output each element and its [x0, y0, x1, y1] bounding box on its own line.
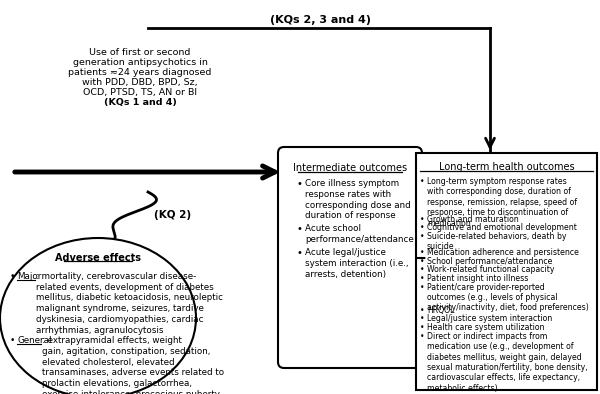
Ellipse shape: [0, 238, 196, 394]
Text: •: •: [420, 223, 425, 232]
Text: Medication adherence and persistence: Medication adherence and persistence: [427, 248, 579, 257]
Text: Acute legal/justice
system interaction (i.e.,
arrests, detention): Acute legal/justice system interaction (…: [305, 248, 409, 279]
Text: OCD, PTSD, TS, AN or BI: OCD, PTSD, TS, AN or BI: [83, 88, 197, 97]
Text: •: •: [420, 282, 425, 292]
Text: •: •: [420, 256, 425, 266]
Text: •: •: [10, 336, 16, 345]
Text: •: •: [296, 179, 302, 189]
Text: •: •: [420, 232, 425, 241]
Text: Growth and maturation: Growth and maturation: [427, 214, 519, 223]
FancyBboxPatch shape: [278, 147, 422, 368]
Text: Patient insight into illness: Patient insight into illness: [427, 274, 529, 283]
Text: Work-related functional capacity: Work-related functional capacity: [427, 265, 554, 274]
Text: patients ≂24 years diagnosed: patients ≂24 years diagnosed: [68, 68, 212, 77]
Text: (KQs 1 and 4): (KQs 1 and 4): [104, 98, 176, 107]
Text: •: •: [420, 323, 425, 332]
Text: (KQ 2): (KQ 2): [154, 210, 191, 220]
Text: •: •: [420, 332, 425, 341]
Text: Core illness symptom
response rates with
corresponding dose and
duration of resp: Core illness symptom response rates with…: [305, 179, 411, 220]
Text: •: •: [420, 265, 425, 274]
Bar: [416, 153, 597, 390]
Text: •: •: [420, 177, 425, 186]
Text: Cognitive and emotional development: Cognitive and emotional development: [427, 223, 577, 232]
Text: HRQOL: HRQOL: [427, 306, 454, 315]
Text: Intermediate outcomes: Intermediate outcomes: [293, 163, 407, 173]
Text: School performance/attendance: School performance/attendance: [427, 256, 553, 266]
Text: •: •: [296, 224, 302, 234]
Text: Long-term symptom response rates
with corresponding dose, duration of
response, : Long-term symptom response rates with co…: [427, 177, 577, 228]
Text: •: •: [420, 274, 425, 283]
Text: Use of first or second: Use of first or second: [89, 48, 191, 57]
Text: (KQs 2, 3 and 4): (KQs 2, 3 and 4): [269, 15, 371, 25]
Text: •: •: [420, 306, 425, 315]
Text: General: General: [17, 336, 52, 345]
Text: •: •: [10, 272, 16, 281]
Text: : extrapyramidal effects, weight
gain, agitation, constipation, sedation,
elevat: : extrapyramidal effects, weight gain, a…: [42, 336, 224, 394]
Text: generation antipsychotics in: generation antipsychotics in: [73, 58, 208, 67]
Text: Direct or indirect impacts from
medication use (e.g., development of
diabetes me: Direct or indirect impacts from medicati…: [427, 332, 587, 393]
Text: Patient/care provider-reported
outcomes (e.g., levels of physical
activity/inact: Patient/care provider-reported outcomes …: [427, 282, 589, 312]
Text: Adverse effects: Adverse effects: [55, 253, 141, 263]
Text: •: •: [296, 248, 302, 258]
Text: with PDD, DBD, BPD, Sz,: with PDD, DBD, BPD, Sz,: [82, 78, 198, 87]
Text: : mortality, cerebrovascular disease-
related events, development of diabetes
me: : mortality, cerebrovascular disease- re…: [36, 272, 223, 335]
Text: Health care system utilization: Health care system utilization: [427, 323, 545, 332]
Text: Major: Major: [17, 272, 41, 281]
Text: •: •: [420, 314, 425, 323]
Text: Acute school
performance/attendance: Acute school performance/attendance: [305, 224, 414, 244]
Text: Suicide-related behaviors, death by
suicide: Suicide-related behaviors, death by suic…: [427, 232, 566, 251]
Text: Legal/justice system interaction: Legal/justice system interaction: [427, 314, 552, 323]
Text: •: •: [420, 248, 425, 257]
Text: •: •: [420, 214, 425, 223]
Text: Long-term health outcomes: Long-term health outcomes: [439, 162, 574, 172]
